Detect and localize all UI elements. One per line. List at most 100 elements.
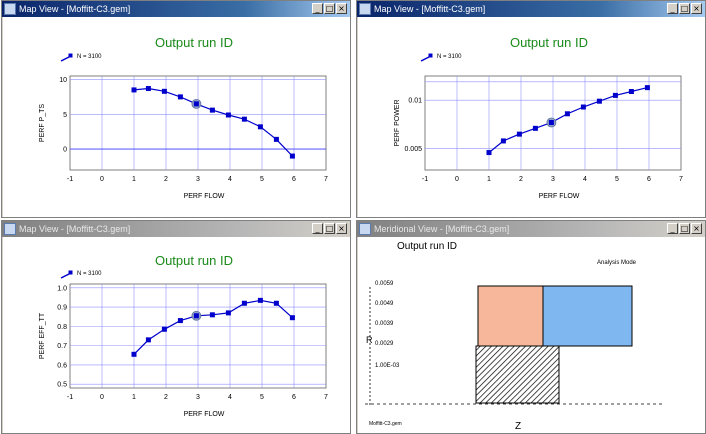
- data-point: [532, 125, 538, 131]
- app-icon: [4, 3, 16, 15]
- meridional-view-window[interactable]: Meridional View - [Moffitt-C3.gem] _ □ ×…: [356, 220, 706, 434]
- x-axis-label: PERF FLOW: [184, 193, 225, 200]
- data-point: [628, 89, 634, 95]
- legend-label: N = 3100: [437, 54, 462, 60]
- data-point: [580, 104, 586, 110]
- meridional-canvas[interactable]: Output run ID Analysis Mode R 0.0059 0.0…: [357, 237, 705, 433]
- close-button[interactable]: ×: [336, 3, 347, 14]
- x-tick-label: 6: [647, 176, 651, 183]
- x-tick-label: 3: [196, 176, 200, 183]
- data-point: [596, 98, 602, 104]
- data-point: [209, 312, 215, 318]
- x-tick-label: 3: [196, 394, 200, 401]
- data-point: [177, 94, 183, 100]
- window-title: Map View - [Moffitt-C3.gem]: [374, 4, 486, 14]
- title-bar[interactable]: Meridional View - [Moffitt-C3.gem] _ □ ×: [357, 221, 705, 237]
- title-bar[interactable]: Map View - [Moffitt-C3.gem] _ □ ×: [2, 1, 350, 17]
- x-axis-label: PERF FLOW: [184, 411, 225, 418]
- y-tick-label: 0.005: [404, 146, 422, 153]
- y-tick-label: 10: [59, 77, 67, 84]
- x-tick-label: 7: [324, 394, 328, 401]
- data-point: [289, 315, 295, 321]
- x-tick-label: -1: [67, 394, 73, 401]
- data-point: [241, 116, 247, 122]
- x-tick-label: 7: [679, 176, 683, 183]
- close-button[interactable]: ×: [691, 223, 702, 234]
- title-bar[interactable]: Map View - [Moffitt-C3.gem] _ □ ×: [2, 221, 350, 237]
- x-tick-label: 7: [324, 176, 328, 183]
- x-tick-label: 4: [583, 176, 587, 183]
- y-tick-label: 0.8: [57, 324, 67, 331]
- data-point: [145, 86, 151, 92]
- y-tick-label: 0.5: [57, 382, 67, 389]
- x-tick-label: 0: [455, 176, 459, 183]
- x-tick-label: 3: [551, 176, 555, 183]
- r-tick-label: 0.0049: [375, 301, 394, 307]
- minimize-button[interactable]: _: [312, 3, 323, 14]
- data-point: [564, 111, 570, 117]
- salmon-region[interactable]: [477, 285, 544, 347]
- x-tick-label: 2: [164, 176, 168, 183]
- y-tick-label: 1.0: [57, 285, 67, 292]
- x-tick-label: 1: [132, 394, 136, 401]
- x-tick-label: -1: [422, 176, 428, 183]
- close-button[interactable]: ×: [691, 3, 702, 14]
- chart-perf-eff-tt[interactable]: Output run ID N = 3100 -1 0 1 2 3 4 5 6 7 0.5 0.6 0.7…: [2, 237, 350, 433]
- legend-marker: [68, 270, 73, 275]
- data-point: [145, 337, 151, 343]
- data-point: [273, 136, 279, 142]
- data-point: [209, 107, 215, 113]
- meridional-title: Output run ID: [397, 241, 457, 252]
- title-bar[interactable]: Map View - [Moffitt-C3.gem] _ □ ×: [357, 1, 705, 17]
- hatched-region[interactable]: [475, 345, 560, 404]
- chart-title: Output run ID: [510, 35, 588, 50]
- data-point: [177, 318, 183, 324]
- chart-perf-p-ts[interactable]: Output run ID N = 3100 -1 0 1 2 3 4 5 6 7 0 5 10 PERF …: [2, 17, 350, 217]
- map-view-window-3[interactable]: Map View - [Moffitt-C3.gem] _ □ × Output…: [1, 220, 351, 434]
- chart-perf-power[interactable]: Output run ID N = 3100 -1 0 1 2 3 4 5 6 7 0.005 0.01…: [357, 17, 705, 217]
- y-tick-label: 0.6: [57, 362, 67, 369]
- y-tick-label: 5: [63, 112, 67, 119]
- x-tick-label: -1: [67, 176, 73, 183]
- data-point: [548, 120, 554, 126]
- data-point: [516, 131, 522, 137]
- x-tick-label: 0: [100, 394, 104, 401]
- r-tick-label: 0.0029: [375, 341, 394, 347]
- series-line: [133, 299, 293, 355]
- close-button[interactable]: ×: [336, 223, 347, 234]
- data-point: [241, 300, 247, 306]
- data-point: [289, 153, 295, 159]
- data-point: [644, 85, 650, 91]
- maximize-button[interactable]: □: [324, 3, 335, 14]
- legend-label: N = 3100: [77, 54, 102, 60]
- analysis-mode-label: Analysis Mode: [597, 260, 637, 266]
- maximize-button[interactable]: □: [324, 223, 335, 234]
- minimize-button[interactable]: _: [312, 223, 323, 234]
- map-view-window-2[interactable]: Map View - [Moffitt-C3.gem] _ □ × Output…: [356, 0, 706, 218]
- data-point: [193, 101, 199, 107]
- data-point: [131, 351, 137, 357]
- x-tick-label: 1: [132, 176, 136, 183]
- y-tick-label: 0.01: [408, 98, 422, 105]
- app-icon: [4, 223, 16, 235]
- app-icon: [359, 223, 371, 235]
- chart-title: Output run ID: [155, 35, 233, 50]
- data-point: [486, 150, 492, 156]
- minimize-button[interactable]: _: [667, 3, 678, 14]
- x-tick-label: 2: [519, 176, 523, 183]
- map-view-window-1[interactable]: Map View - [Moffitt-C3.gem] _ □ × Output…: [1, 0, 351, 218]
- y-tick-label: 0.7: [57, 343, 67, 350]
- data-point: [131, 87, 137, 93]
- y-axis-label: PERF POWER: [394, 99, 401, 146]
- data-point: [161, 326, 167, 332]
- data-point: [257, 297, 263, 303]
- maximize-button[interactable]: □: [679, 223, 690, 234]
- maximize-button[interactable]: □: [679, 3, 690, 14]
- data-point: [161, 88, 167, 94]
- legend-marker: [68, 53, 73, 58]
- minimize-button[interactable]: _: [667, 223, 678, 234]
- blue-region[interactable]: [542, 285, 633, 347]
- data-point: [225, 112, 231, 118]
- y-axis-label: PERF P_TS: [39, 104, 46, 142]
- x-tick-label: 5: [260, 176, 264, 183]
